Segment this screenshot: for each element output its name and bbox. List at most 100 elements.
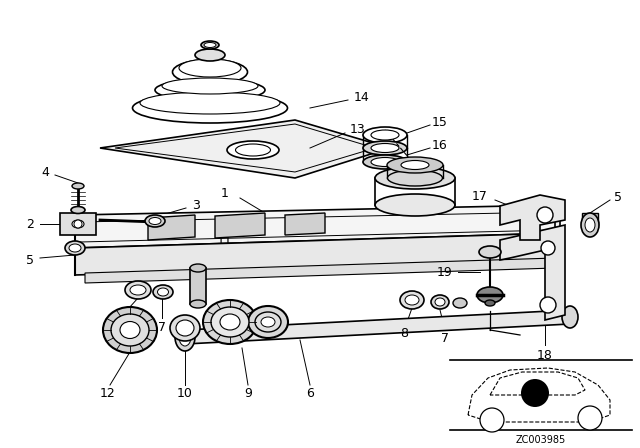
Ellipse shape — [204, 43, 216, 47]
Ellipse shape — [132, 93, 287, 123]
Text: 7: 7 — [441, 332, 449, 345]
Circle shape — [537, 207, 553, 223]
Polygon shape — [215, 213, 265, 238]
Polygon shape — [468, 368, 610, 422]
Ellipse shape — [562, 306, 578, 328]
Ellipse shape — [125, 281, 151, 299]
Ellipse shape — [211, 307, 249, 337]
Circle shape — [541, 241, 555, 255]
Ellipse shape — [435, 298, 445, 306]
Ellipse shape — [255, 312, 281, 332]
Text: 19: 19 — [437, 266, 453, 279]
Ellipse shape — [176, 320, 194, 336]
Ellipse shape — [387, 170, 442, 186]
Text: 5: 5 — [26, 254, 34, 267]
Text: 9: 9 — [244, 387, 252, 400]
Ellipse shape — [227, 141, 279, 159]
Polygon shape — [490, 372, 585, 395]
Circle shape — [578, 406, 602, 430]
Ellipse shape — [477, 287, 503, 303]
Text: ZC003985: ZC003985 — [516, 435, 566, 445]
Ellipse shape — [170, 315, 200, 341]
Text: 8: 8 — [106, 319, 114, 332]
Ellipse shape — [201, 41, 219, 49]
Ellipse shape — [453, 298, 467, 308]
Polygon shape — [100, 120, 390, 178]
Ellipse shape — [155, 79, 265, 101]
Ellipse shape — [173, 60, 248, 85]
Circle shape — [521, 379, 549, 407]
Ellipse shape — [111, 314, 149, 346]
Ellipse shape — [130, 285, 146, 295]
Ellipse shape — [363, 155, 407, 169]
Ellipse shape — [140, 92, 280, 114]
Text: 16: 16 — [432, 138, 448, 151]
Ellipse shape — [175, 323, 195, 351]
Ellipse shape — [157, 288, 168, 296]
Circle shape — [540, 297, 556, 313]
Ellipse shape — [371, 143, 399, 152]
Text: 3: 3 — [192, 198, 200, 211]
Polygon shape — [285, 213, 325, 235]
Ellipse shape — [387, 157, 443, 173]
Ellipse shape — [248, 306, 288, 338]
Text: 2: 2 — [26, 217, 34, 231]
Text: 8: 8 — [400, 327, 408, 340]
Text: 4: 4 — [41, 165, 49, 178]
Ellipse shape — [371, 158, 399, 167]
Ellipse shape — [145, 215, 165, 227]
Bar — [60, 213, 96, 235]
Text: 7: 7 — [158, 320, 166, 333]
Text: 10: 10 — [177, 387, 193, 400]
Polygon shape — [500, 225, 565, 320]
Circle shape — [480, 408, 504, 432]
Text: 13: 13 — [350, 122, 366, 135]
Ellipse shape — [585, 218, 595, 232]
Ellipse shape — [65, 241, 85, 255]
Text: 5: 5 — [614, 190, 622, 203]
Ellipse shape — [400, 291, 424, 309]
Ellipse shape — [363, 127, 407, 143]
Ellipse shape — [120, 322, 140, 339]
Polygon shape — [85, 258, 555, 283]
Ellipse shape — [261, 317, 275, 327]
Text: 11: 11 — [217, 233, 233, 246]
Polygon shape — [185, 310, 570, 344]
Ellipse shape — [190, 264, 206, 272]
Text: 17: 17 — [472, 190, 488, 202]
Text: 15: 15 — [432, 116, 448, 129]
Ellipse shape — [236, 144, 271, 156]
Ellipse shape — [581, 213, 599, 237]
Ellipse shape — [401, 160, 429, 169]
Bar — [582, 213, 598, 225]
Ellipse shape — [220, 314, 240, 330]
Ellipse shape — [203, 300, 257, 344]
Ellipse shape — [179, 59, 241, 77]
Ellipse shape — [149, 217, 161, 224]
Ellipse shape — [375, 194, 455, 216]
Ellipse shape — [375, 167, 455, 189]
Ellipse shape — [69, 244, 81, 252]
Polygon shape — [500, 195, 565, 240]
Ellipse shape — [431, 295, 449, 309]
Ellipse shape — [485, 300, 495, 306]
Text: 1: 1 — [221, 186, 229, 199]
Polygon shape — [75, 205, 560, 248]
Text: 6: 6 — [306, 387, 314, 400]
Ellipse shape — [72, 183, 84, 189]
Ellipse shape — [363, 141, 407, 155]
Ellipse shape — [153, 285, 173, 299]
Text: 14: 14 — [354, 90, 370, 103]
Text: 18: 18 — [537, 349, 553, 362]
Ellipse shape — [479, 246, 501, 258]
Ellipse shape — [371, 130, 399, 140]
Ellipse shape — [162, 78, 258, 94]
Ellipse shape — [190, 300, 206, 308]
Ellipse shape — [71, 207, 85, 214]
Polygon shape — [75, 233, 560, 275]
Ellipse shape — [405, 295, 419, 305]
Ellipse shape — [195, 49, 225, 61]
Text: 12: 12 — [100, 387, 116, 400]
Ellipse shape — [72, 220, 84, 228]
Bar — [190, 268, 206, 304]
